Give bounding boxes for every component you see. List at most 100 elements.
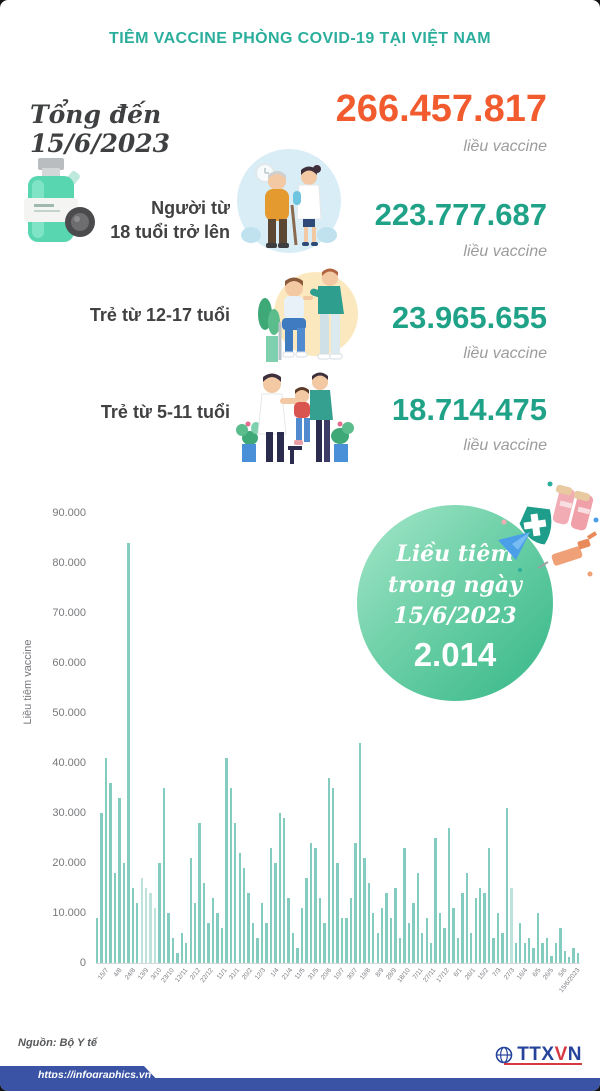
bar (505, 808, 509, 963)
bar (127, 543, 130, 963)
bar (109, 783, 112, 963)
bar (483, 893, 486, 963)
bar (118, 798, 121, 963)
bar (514, 943, 517, 963)
y-tick-label: 50.000 (52, 707, 86, 719)
paper-plane-icon (498, 532, 530, 560)
bar (149, 893, 152, 963)
bar (545, 938, 549, 963)
bar (211, 898, 215, 963)
bar (527, 938, 531, 963)
bar (447, 828, 451, 963)
bar (550, 955, 553, 963)
bars (96, 513, 580, 963)
bar (104, 758, 108, 963)
bar (358, 743, 362, 963)
bar (568, 957, 571, 963)
bar (461, 893, 464, 963)
x-tick-labels: 15/7 4/8 24/8 13/9 3/10 23/10 12/11 2/12 22/12 11… (96, 967, 581, 1019)
bar (180, 933, 183, 963)
bar (314, 848, 317, 963)
bar (256, 938, 259, 963)
elderly-with-nurse-illustration (235, 147, 343, 260)
total-doses-unit: liều vaccine (463, 138, 547, 155)
y-tick-label: 70.000 (52, 607, 86, 619)
bar (131, 888, 135, 963)
bar (340, 918, 344, 963)
bar (398, 938, 402, 963)
vials-icon (552, 484, 594, 531)
bar (318, 898, 322, 963)
bar (287, 898, 290, 963)
bar (345, 918, 348, 963)
bar (519, 923, 522, 963)
agency-logo: TTXVN (495, 1044, 582, 1066)
teens-doses-unit: liều vaccine (463, 345, 547, 362)
bar (363, 858, 366, 963)
bar (429, 943, 433, 963)
group-label-adults: Người từ 18 tuổi trở lên (60, 196, 230, 244)
bar (100, 813, 103, 963)
bar (563, 950, 566, 963)
bar (532, 948, 535, 963)
bar (336, 863, 339, 963)
bar (332, 788, 335, 963)
bar (305, 878, 308, 963)
bar (251, 923, 255, 963)
bar (407, 923, 411, 963)
bar (122, 863, 126, 963)
bar (144, 888, 148, 963)
daily-badge-date: 15/6/2023 (393, 603, 517, 629)
bar (202, 883, 206, 963)
group-label-line1: Trẻ từ 12-17 tuổi (89, 305, 230, 325)
agency-logo-underline (504, 1063, 582, 1065)
bar (274, 863, 277, 963)
bar (412, 903, 415, 963)
bar (478, 888, 482, 963)
y-tick-labels: 90.000 80.000 70.000 60.000 50.000 40.000 30.0… (24, 507, 86, 973)
bar (278, 813, 281, 963)
y-tick-label: 80.000 (52, 557, 86, 569)
bar (265, 923, 268, 963)
bar (474, 898, 477, 963)
child-vaccination-illustration (228, 368, 360, 473)
group-label-line1: Trẻ từ 5-11 tuổi (100, 402, 230, 422)
bar (554, 943, 558, 963)
daily-doses-bar-chart (96, 513, 580, 964)
bar (153, 908, 157, 963)
bar (421, 933, 424, 963)
bar (385, 893, 388, 963)
bar (376, 933, 379, 963)
bar (96, 918, 99, 963)
children-doses-unit: liều vaccine (463, 437, 547, 454)
teen-vaccination-illustration (248, 262, 358, 370)
footer-bar (0, 1078, 600, 1091)
y-tick-label: 0 (79, 957, 86, 969)
daily-badge-value: 2.014 (413, 636, 497, 673)
bar (541, 943, 544, 963)
y-tick-label: 10.000 (52, 907, 86, 919)
agency-name: TTXVN (517, 1044, 582, 1065)
bar (167, 913, 170, 963)
vaccine-deco-icons (490, 478, 600, 608)
group-label-line1: Người từ (151, 198, 230, 218)
group-label-children: Trẻ từ 5-11 tuổi (60, 400, 230, 424)
bar (225, 758, 228, 963)
bar (465, 873, 468, 963)
bar (260, 903, 264, 963)
bar (372, 913, 375, 963)
bar (349, 898, 353, 963)
bar (572, 948, 575, 963)
bar (216, 913, 219, 963)
bar (283, 818, 286, 963)
bar (492, 938, 495, 963)
bar (189, 858, 192, 963)
bar (536, 913, 540, 963)
bar (559, 928, 562, 963)
bar (456, 938, 460, 963)
page-title: TIÊM VACCINE PHÒNG COVID-19 TẠI VIỆT NAM (109, 30, 491, 47)
bar (296, 948, 299, 963)
y-tick-label: 60.000 (52, 657, 86, 669)
bar (158, 863, 161, 963)
